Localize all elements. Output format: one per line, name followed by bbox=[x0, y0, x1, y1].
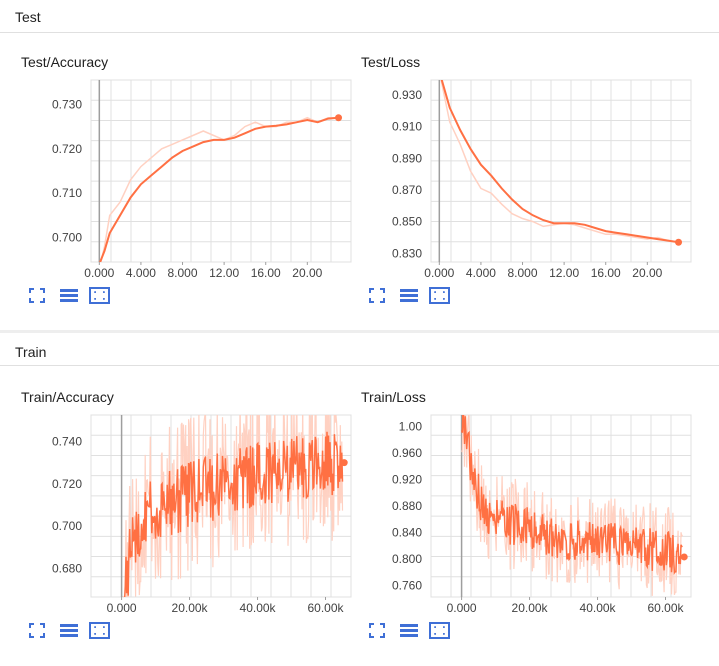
expand-chart-icon[interactable] bbox=[89, 622, 110, 639]
series-line bbox=[123, 431, 344, 597]
plot-frame bbox=[90, 79, 352, 263]
section-divider bbox=[0, 330, 719, 333]
plot-frame bbox=[90, 414, 352, 598]
plot-frame bbox=[430, 79, 692, 263]
x-tick-label: 12.00 bbox=[549, 266, 579, 280]
fit-domain-icon[interactable] bbox=[369, 288, 385, 303]
section-header-test[interactable]: Test bbox=[0, 0, 719, 33]
fit-domain-icon[interactable] bbox=[29, 288, 45, 303]
chart-train-loss: 1.00 0.960 0.920 0.880 0.840 0.800 0.760 0.000 2… bbox=[369, 414, 692, 639]
y-tick-label: 0.890 bbox=[392, 151, 422, 165]
last-point-marker bbox=[675, 238, 683, 246]
x-tick-label: 8.000 bbox=[168, 266, 198, 280]
x-tick-label: 8.000 bbox=[508, 266, 538, 280]
chart-test-accuracy: 0.700 0.710 0.720 0.730 0.000 4.000 8.000 12.00… bbox=[29, 79, 352, 304]
data-table-icon[interactable] bbox=[60, 289, 78, 302]
x-tick-label: 0.000 bbox=[447, 601, 477, 615]
y-tick-label: 0.720 bbox=[52, 477, 82, 491]
y-tick-label: 0.880 bbox=[392, 499, 422, 513]
y-tick-label: 0.680 bbox=[52, 561, 82, 575]
x-tick-label: 20.00 bbox=[292, 266, 322, 280]
last-point-marker bbox=[335, 114, 343, 122]
chart-title: Train/Loss bbox=[361, 389, 426, 405]
series-group bbox=[122, 415, 344, 597]
last-point-marker bbox=[680, 553, 688, 561]
x-tick-label: 4.000 bbox=[126, 266, 156, 280]
section-header-train[interactable]: Train bbox=[0, 333, 719, 366]
series-line bbox=[460, 415, 683, 576]
chart-title: Test/Accuracy bbox=[21, 54, 109, 70]
y-tick-label: 0.870 bbox=[392, 183, 422, 197]
data-table-icon[interactable] bbox=[400, 624, 418, 637]
y-tick-label: 0.960 bbox=[392, 446, 422, 460]
expand-chart-icon[interactable] bbox=[89, 287, 110, 304]
x-tick-label: 4.000 bbox=[466, 266, 496, 280]
y-tick-label: 0.700 bbox=[52, 231, 82, 245]
x-tick-label: 20.00k bbox=[172, 601, 209, 615]
chart-train-accuracy: 0.740 0.720 0.700 0.680 0.000 20.00k 40.00k 60.… bbox=[29, 414, 352, 639]
y-tick-label: 0.830 bbox=[392, 246, 422, 260]
x-tick-label: 0.000 bbox=[424, 266, 454, 280]
x-tick-label: 40.00k bbox=[240, 601, 277, 615]
x-tick-label: 40.00k bbox=[580, 601, 617, 615]
y-tick-label: 0.850 bbox=[392, 215, 422, 229]
y-tick-label: 0.760 bbox=[392, 578, 422, 592]
y-tick-label: 0.840 bbox=[392, 525, 422, 539]
y-tick-label: 0.920 bbox=[392, 473, 422, 487]
y-tick-label: 1.00 bbox=[399, 420, 423, 434]
x-tick-label: 12.00 bbox=[209, 266, 239, 280]
x-tick-label: 16.00 bbox=[591, 266, 621, 280]
fit-domain-icon[interactable] bbox=[369, 623, 385, 638]
last-point-marker bbox=[340, 459, 348, 467]
expand-chart-icon[interactable] bbox=[429, 287, 450, 304]
fit-domain-icon[interactable] bbox=[29, 623, 45, 638]
data-table-icon[interactable] bbox=[60, 624, 78, 637]
section-title: Train bbox=[15, 344, 47, 360]
series-line bbox=[99, 116, 339, 262]
y-tick-label: 0.910 bbox=[392, 120, 422, 134]
section-title: Test bbox=[15, 9, 41, 25]
chart-title: Train/Accuracy bbox=[21, 389, 114, 405]
x-tick-label: 60.00k bbox=[647, 601, 684, 615]
series-group bbox=[460, 415, 683, 596]
chart-title: Test/Loss bbox=[361, 54, 421, 70]
y-tick-label: 0.730 bbox=[52, 97, 82, 111]
data-table-icon[interactable] bbox=[400, 289, 418, 302]
y-tick-label: 0.930 bbox=[392, 88, 422, 102]
y-tick-label: 0.720 bbox=[52, 142, 82, 156]
y-tick-label: 0.800 bbox=[392, 552, 422, 566]
y-tick-label: 0.740 bbox=[52, 434, 82, 448]
expand-chart-icon[interactable] bbox=[429, 622, 450, 639]
series-group bbox=[99, 116, 339, 262]
series-group bbox=[440, 80, 679, 244]
series-line bbox=[461, 415, 683, 596]
y-tick-label: 0.700 bbox=[52, 519, 82, 533]
x-tick-label: 0.000 bbox=[107, 601, 137, 615]
x-tick-label: 16.00 bbox=[251, 266, 281, 280]
x-tick-label: 60.00k bbox=[307, 601, 344, 615]
x-tick-label: 20.00 bbox=[632, 266, 662, 280]
x-tick-label: 20.00k bbox=[512, 601, 549, 615]
x-tick-label: 0.000 bbox=[84, 266, 114, 280]
series-line bbox=[440, 80, 679, 244]
y-tick-label: 0.710 bbox=[52, 186, 82, 200]
plot-frame bbox=[430, 414, 692, 598]
